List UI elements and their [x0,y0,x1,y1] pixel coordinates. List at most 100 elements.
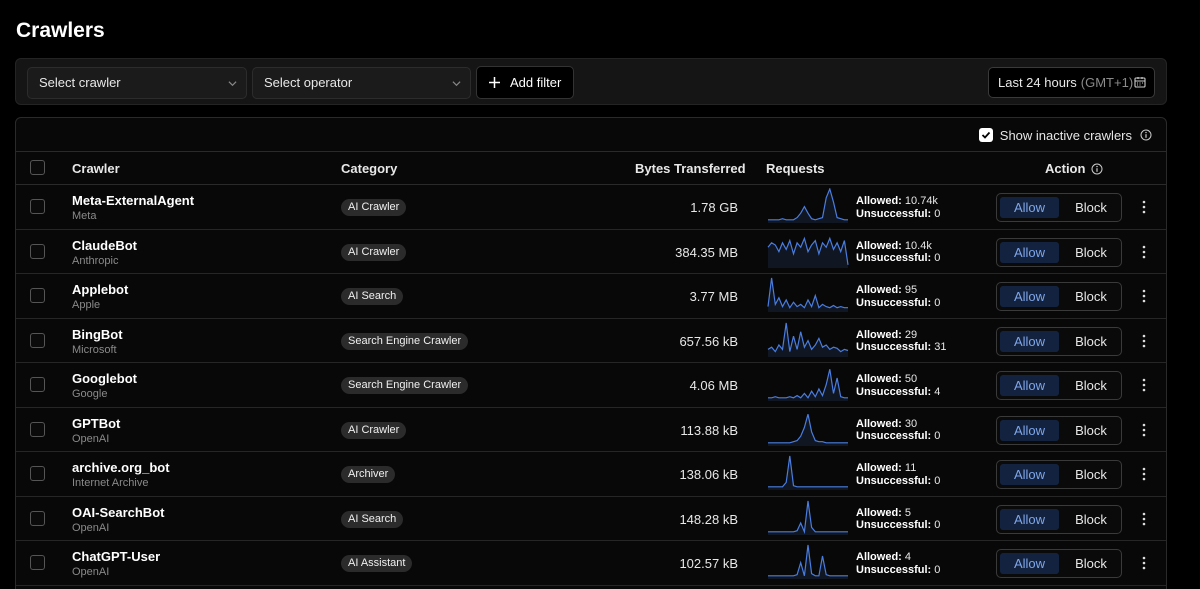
allow-button[interactable]: Allow [1000,286,1059,307]
info-icon[interactable] [1140,129,1152,141]
more-vertical-icon[interactable] [1139,511,1149,527]
table-row[interactable]: Meta-ExternalAgent Meta AI Crawler 1.78 GB A… [16,185,1166,230]
row-checkbox[interactable] [30,288,45,303]
date-range-picker[interactable]: Last 24 hours (GMT+1) [988,67,1155,98]
block-button[interactable]: Block [1075,511,1107,527]
more-vertical-icon[interactable] [1139,555,1149,571]
column-header-bytes[interactable]: Bytes Transferred [635,161,746,176]
more-vertical-icon[interactable] [1139,288,1149,304]
row-checkbox[interactable] [30,377,45,392]
unsuccessful-count: 0 [934,430,941,442]
crawler-operator: Meta [72,210,97,222]
select-crawler-dropdown[interactable]: Select crawler [27,67,247,99]
row-checkbox[interactable] [30,243,45,259]
add-filter-button[interactable]: Add filter [476,66,574,99]
chevron-down-icon [452,81,461,87]
block-button[interactable]: Block [1075,378,1107,393]
allow-button[interactable]: Allow [1000,419,1059,441]
table-row[interactable]: Googlebot Google Search Engine Crawler 4.06… [16,363,1166,408]
request-stats: Allowed: 5 Unsuccessful: 0 [856,507,940,532]
more-vertical-icon[interactable] [1139,466,1149,482]
table-row[interactable]: archive.org_bot Internet Archive Archiver 1… [16,452,1166,497]
row-checkbox[interactable] [30,199,45,214]
more-vertical-icon[interactable] [1139,244,1149,260]
bytes-transferred: 138.06 kB [679,467,738,482]
show-inactive-checkbox[interactable] [978,128,993,142]
block-button[interactable]: Block [1075,556,1107,571]
crawler-name[interactable]: Googlebot [72,371,137,386]
allowed-count: 30 [904,417,918,430]
allow-button[interactable]: Allow [1000,508,1059,530]
block-button[interactable]: Block [1075,244,1107,260]
crawler-name[interactable]: ClaudeBot [72,237,137,253]
allow-block-toggle: Allow Block [996,504,1122,534]
allow-button[interactable]: Allow [1000,241,1059,263]
more-vertical-icon[interactable] [1139,377,1149,393]
allow-button[interactable]: Allow [1000,464,1059,485]
crawler-name[interactable]: BingBot [72,326,123,342]
table-row[interactable]: GPTBot OpenAI AI Crawler 113.88 kB Allowed: … [16,408,1166,452]
sparkline-area [768,278,848,312]
allow-button[interactable]: Allow [1000,197,1059,218]
row-checkbox[interactable] [30,332,45,348]
table-row[interactable]: Applebot Apple AI Search 3.77 MB Allowed: 95… [16,274,1166,319]
allow-block-toggle: Allow Block [996,415,1122,445]
column-header-crawler[interactable]: Crawler [72,161,120,176]
select-operator-dropdown[interactable]: Select operator [252,67,471,99]
crawler-name[interactable]: OAI-SearchBot [72,504,165,520]
allow-button[interactable]: Allow [1000,375,1059,396]
crawler-name[interactable]: Applebot [72,282,129,297]
allow-button[interactable]: Allow [1000,553,1059,574]
table-row[interactable]: BingBot Microsoft Search Engine Crawler 657… [16,319,1166,363]
calendar-icon [1134,77,1146,88]
row-checkbox[interactable] [30,555,45,570]
row-checkbox[interactable] [30,510,45,526]
sparkline-line [768,544,848,577]
info-icon[interactable] [1091,163,1103,175]
sparkline-area [768,322,848,357]
allow-button[interactable]: Allow [1000,330,1059,352]
category-badge: AI Crawler [341,199,407,216]
table-row[interactable]: ClaudeBot Anthropic AI Crawler 384.35 MB All… [16,230,1166,274]
block-button[interactable]: Block [1075,333,1107,349]
select-all-checkbox[interactable] [30,160,45,175]
crawlers-table: Show inactive crawlers Crawler Category … [15,117,1167,589]
sparkline-line [767,277,848,309]
column-header-requests[interactable]: Requests [766,161,825,176]
row-checkbox[interactable] [30,466,45,481]
select-operator-label: Select operator [264,75,353,90]
block-button[interactable]: Block [1075,422,1107,438]
crawler-name[interactable]: archive.org_bot [72,460,170,475]
requests-sparkline [768,544,848,579]
more-vertical-icon[interactable] [1139,422,1149,438]
sparkline-line [767,322,849,353]
show-inactive-toggle[interactable]: Show inactive crawlers [978,126,1152,144]
date-range-label: Last 24 hours [998,75,1077,90]
allowed-label: Allowed: [856,239,902,252]
crawler-name[interactable]: Meta-ExternalAgent [72,193,195,208]
block-button[interactable]: Block [1075,200,1107,215]
requests-sparkline [768,413,848,446]
request-stats: Allowed: 95 Unsuccessful: 0 [856,284,940,309]
crawler-name[interactable]: ChatGPT-User [72,549,161,564]
sparkline-line [768,188,848,221]
request-stats: Allowed: 30 Unsuccessful: 0 [856,418,940,443]
allow-block-toggle: Allow Block [996,193,1122,222]
table-row[interactable]: OAI-SearchBot OpenAI AI Search 148.28 kB All… [16,497,1166,541]
allow-block-toggle: Allow Block [996,549,1122,578]
column-header-category[interactable]: Category [341,161,398,176]
allow-block-toggle: Allow Block [996,460,1122,489]
crawler-operator: Anthropic [72,254,119,267]
block-button[interactable]: Block [1075,467,1107,482]
bytes-transferred: 4.06 MB [689,378,738,393]
more-vertical-icon[interactable] [1139,333,1149,349]
more-vertical-icon[interactable] [1139,199,1149,215]
row-checkbox[interactable] [30,421,45,437]
table-row[interactable]: ChatGPT-User OpenAI AI Assistant 102.57 kB A… [16,541,1166,586]
bytes-transferred: 113.88 kB [680,422,738,438]
request-stats: Allowed: 50 Unsuccessful: 4 [856,373,940,398]
category-badge: Archiver [341,466,396,483]
crawler-name[interactable]: GPTBot [72,415,121,431]
unsuccessful-count: 0 [934,252,941,264]
block-button[interactable]: Block [1075,289,1107,304]
